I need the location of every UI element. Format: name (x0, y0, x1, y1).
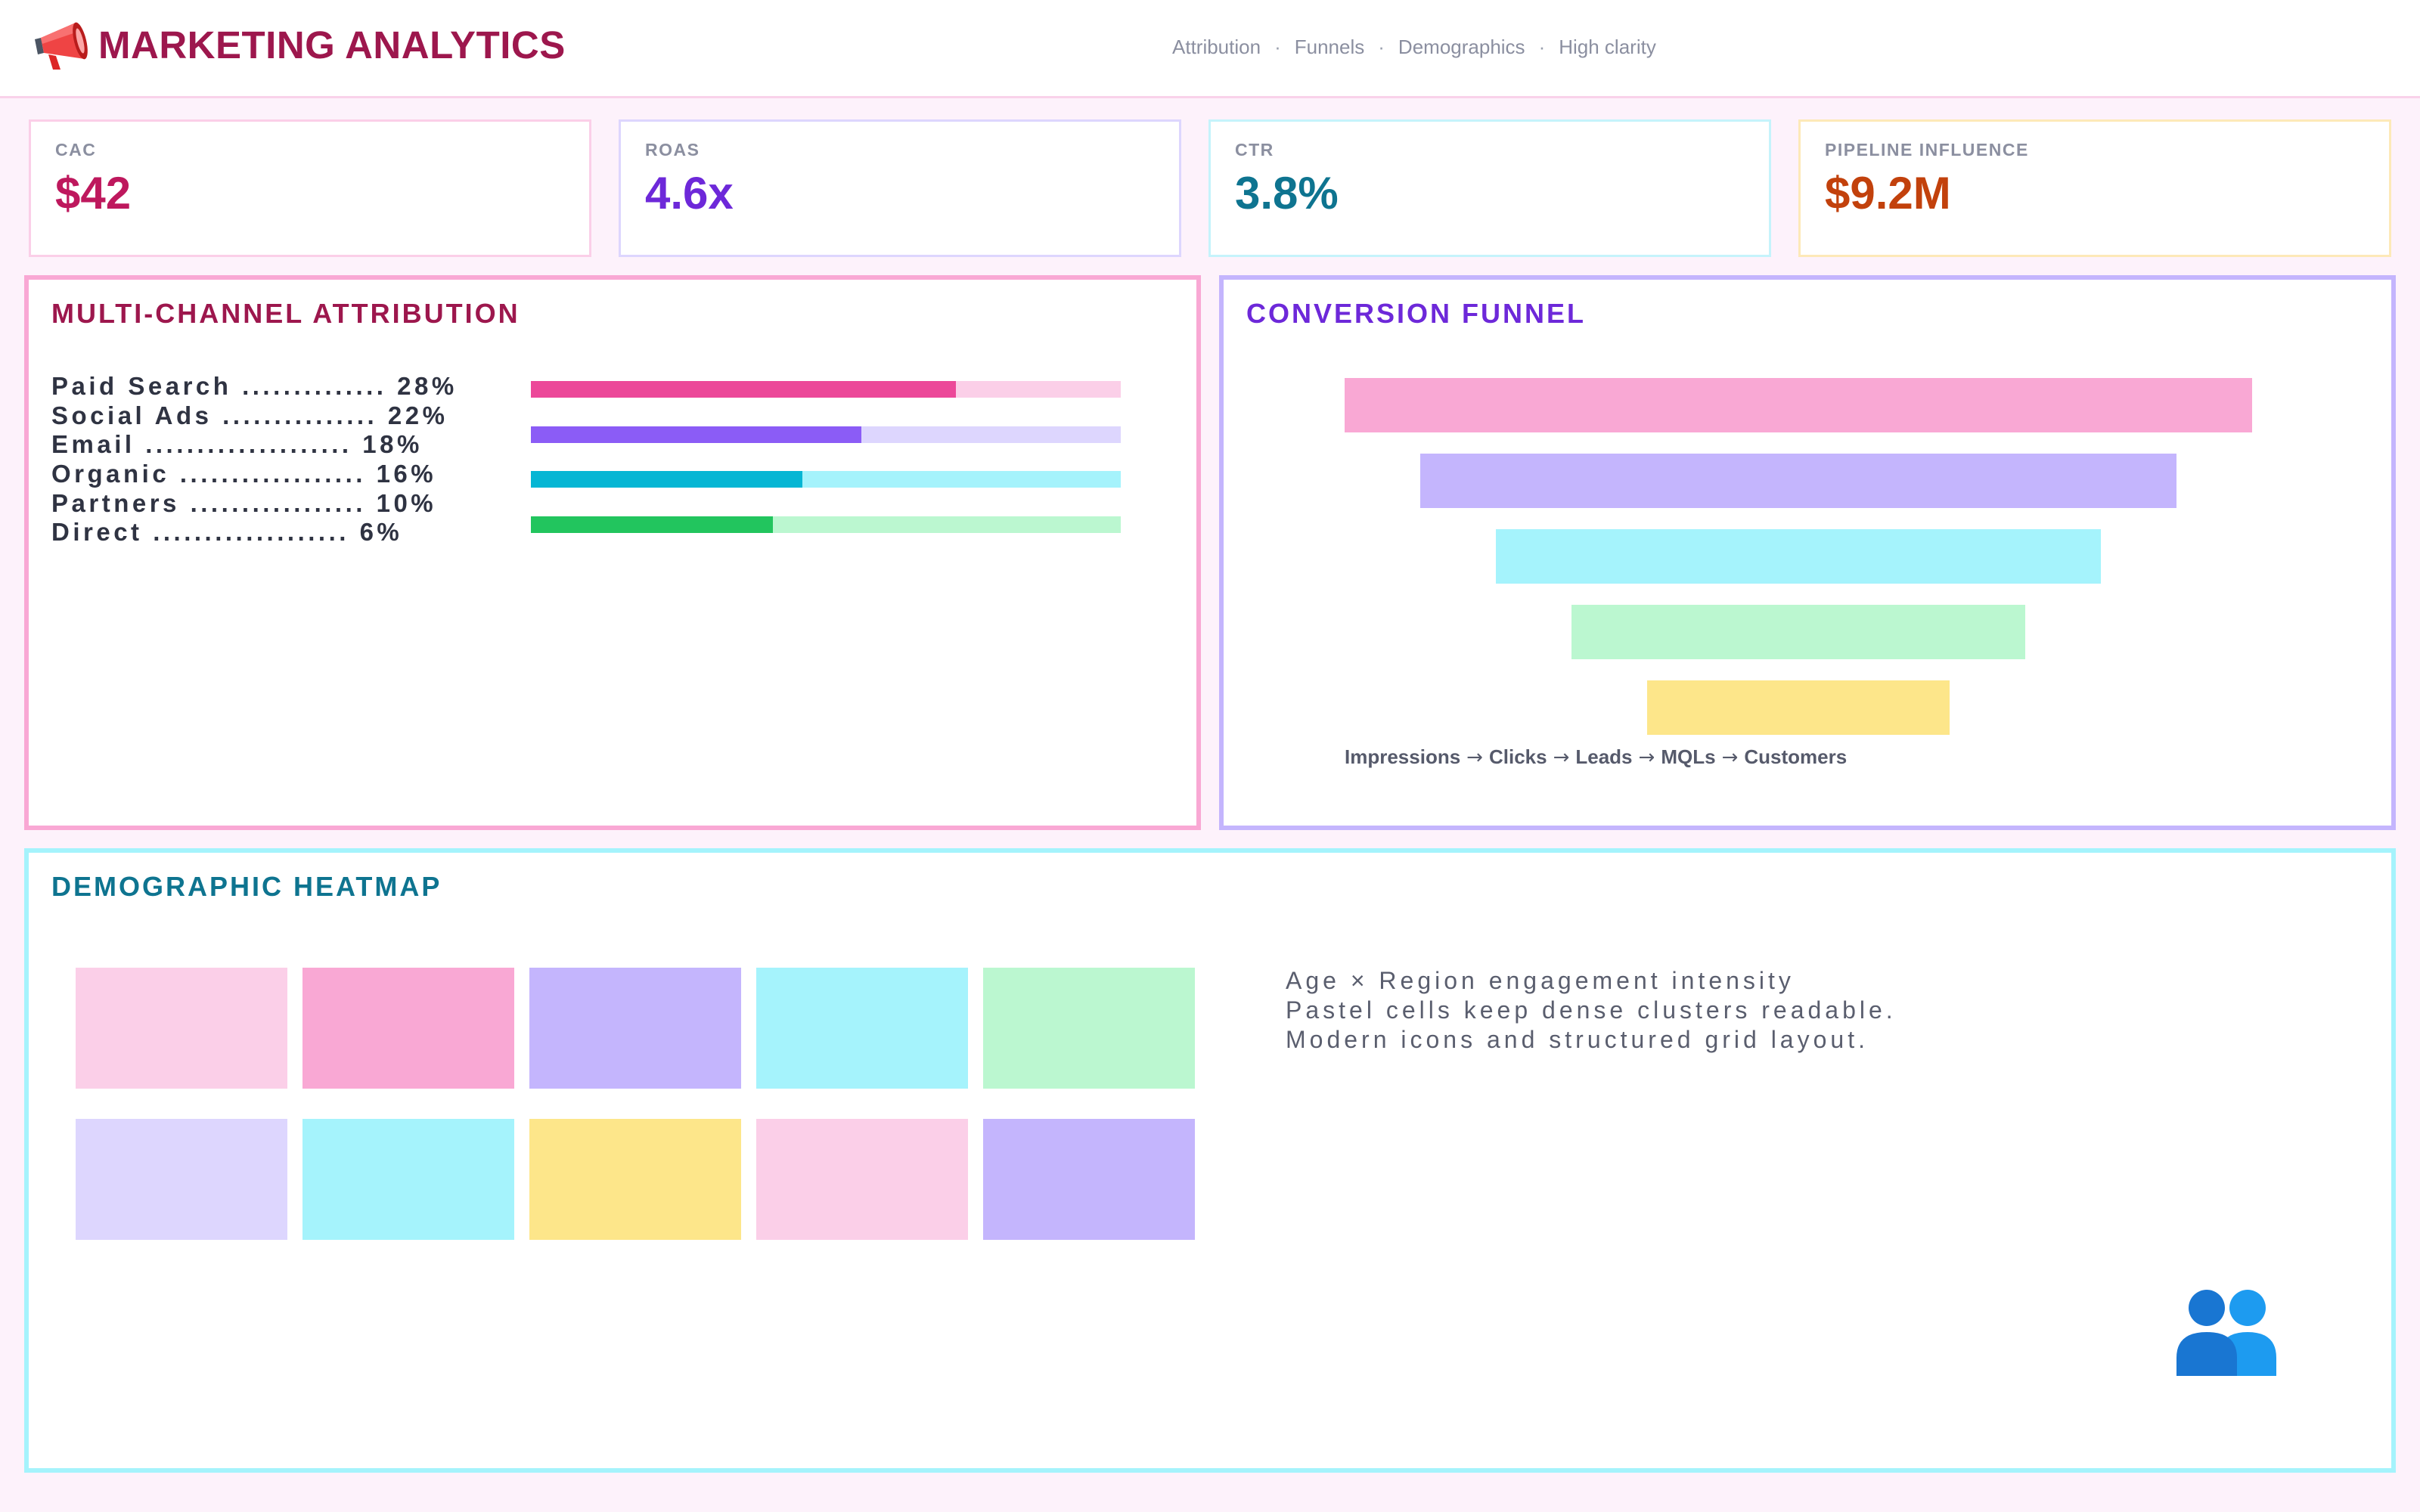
kpi-value: $9.2M (1825, 168, 1951, 218)
attribution-row-social-ads: Social Ads ............... 22% (51, 401, 448, 429)
nav-item-demographics[interactable]: Demographics (1398, 35, 1525, 58)
attribution-row-organic: Organic .................. 16% (51, 460, 437, 488)
app-title: MARKETING ANALYTICS (98, 23, 566, 67)
funnel-arrow: → (1466, 746, 1483, 769)
nav-item-attribution[interactable]: Attribution (1172, 35, 1261, 58)
funnel-stage-label: MQLs (1661, 745, 1716, 768)
attribution-panel: MULTI-CHANNEL ATTRIBUTION Paid Search ..… (24, 275, 1201, 830)
heatmap-cell (76, 1119, 287, 1240)
header-nav: Attribution · Funnels · Demographics · H… (1172, 33, 1656, 60)
panel-title: MULTI-CHANNEL ATTRIBUTION (51, 298, 520, 329)
attribution-row-partners: Partners ................. 10% (51, 488, 437, 517)
attribution-row-paid-search: Paid Search .............. 28% (51, 372, 458, 400)
nav-separator: · (1274, 35, 1281, 58)
heatmap-cell (983, 1119, 1195, 1240)
nav-separator: · (1538, 35, 1546, 58)
heatmap-cell (302, 968, 514, 1089)
app-header: MARKETING ANALYTICS Attribution · Funnel… (0, 0, 2420, 98)
attribution-list: Paid Search .............. 28% Social Ad… (51, 372, 458, 547)
attribution-bar-fill (531, 381, 956, 398)
kpi-card-cac: CAC $42 (29, 119, 591, 257)
funnel-stage-label: Impressions (1345, 745, 1461, 768)
nav-item-funnels[interactable]: Funnels (1294, 35, 1365, 58)
heatmap-cell (529, 1119, 741, 1240)
heatmap-cell (76, 968, 287, 1089)
heatmap-note: Modern icons and structured grid layout. (1286, 1026, 1869, 1053)
funnel-arrow: → (1638, 746, 1655, 769)
panel-title: DEMOGRAPHIC HEATMAP (51, 871, 442, 902)
kpi-label: CAC (55, 140, 97, 160)
attribution-bar-track (531, 426, 1121, 443)
funnel-stage-mqls (1571, 605, 2025, 659)
kpi-value: 4.6x (645, 168, 734, 218)
megaphone-icon (35, 22, 88, 70)
kpi-card-ctr: CTR 3.8% (1208, 119, 1771, 257)
funnel-arrow: → (1721, 746, 1739, 769)
kpi-value: $42 (55, 168, 132, 218)
nav-separator: · (1378, 35, 1385, 58)
heatmap-cell (983, 968, 1195, 1089)
funnel-stage-clicks (1420, 454, 2176, 508)
heatmap-notes: Age × Region engagement intensity Pastel… (1286, 966, 1897, 1055)
kpi-label: PIPELINE INFLUENCE (1825, 140, 2029, 160)
funnel-stage-label: Customers (1744, 745, 1848, 768)
heatmap-cell (529, 968, 741, 1089)
funnel-stage-impressions (1345, 378, 2252, 432)
heatmap-cell (756, 1119, 968, 1240)
attribution-bar-track (531, 471, 1121, 488)
funnel-arrow: → (1553, 746, 1570, 769)
kpi-label: ROAS (645, 140, 700, 160)
funnel-stage-leads (1495, 529, 2102, 584)
kpi-card-roas: ROAS 4.6x (619, 119, 1181, 257)
attribution-bar-track (531, 381, 1121, 398)
kpi-label: CTR (1235, 140, 1274, 160)
heatmap-note: Pastel cells keep dense clusters readabl… (1286, 996, 1897, 1024)
heatmap-panel: DEMOGRAPHIC HEATMAP Age × Region engagem… (24, 848, 2396, 1473)
heatmap-note: Age × Region engagement intensity (1286, 967, 1795, 994)
funnel-stage-label: Clicks (1488, 745, 1547, 768)
attribution-bar-fill (531, 516, 773, 533)
kpi-card-pipeline-influence: PIPELINE INFLUENCE $9.2M (1798, 119, 2391, 257)
funnel-stage-label: Leads (1575, 745, 1633, 768)
heatmap-cell (302, 1119, 514, 1240)
funnel-panel: CONVERSION FUNNEL Impressions → Clicks → Lea… (1219, 275, 2396, 830)
attribution-bar-track (531, 516, 1121, 533)
attribution-bar-fill (531, 471, 802, 488)
heatmap-cell (756, 968, 968, 1089)
funnel-caption: Impressions → Clicks → Leads → MQLs → Customers (1345, 745, 1847, 769)
users-icon (2176, 1290, 2276, 1376)
kpi-value: 3.8% (1235, 168, 1339, 218)
attribution-bar-fill (531, 426, 861, 443)
nav-item-high-clarity[interactable]: High clarity (1559, 35, 1656, 58)
panel-title: CONVERSION FUNNEL (1246, 298, 1587, 329)
funnel-stage-customers (1647, 680, 1950, 735)
attribution-row-email: Email .................... 18% (51, 430, 423, 459)
attribution-row-direct: Direct ................... 6% (51, 518, 403, 547)
